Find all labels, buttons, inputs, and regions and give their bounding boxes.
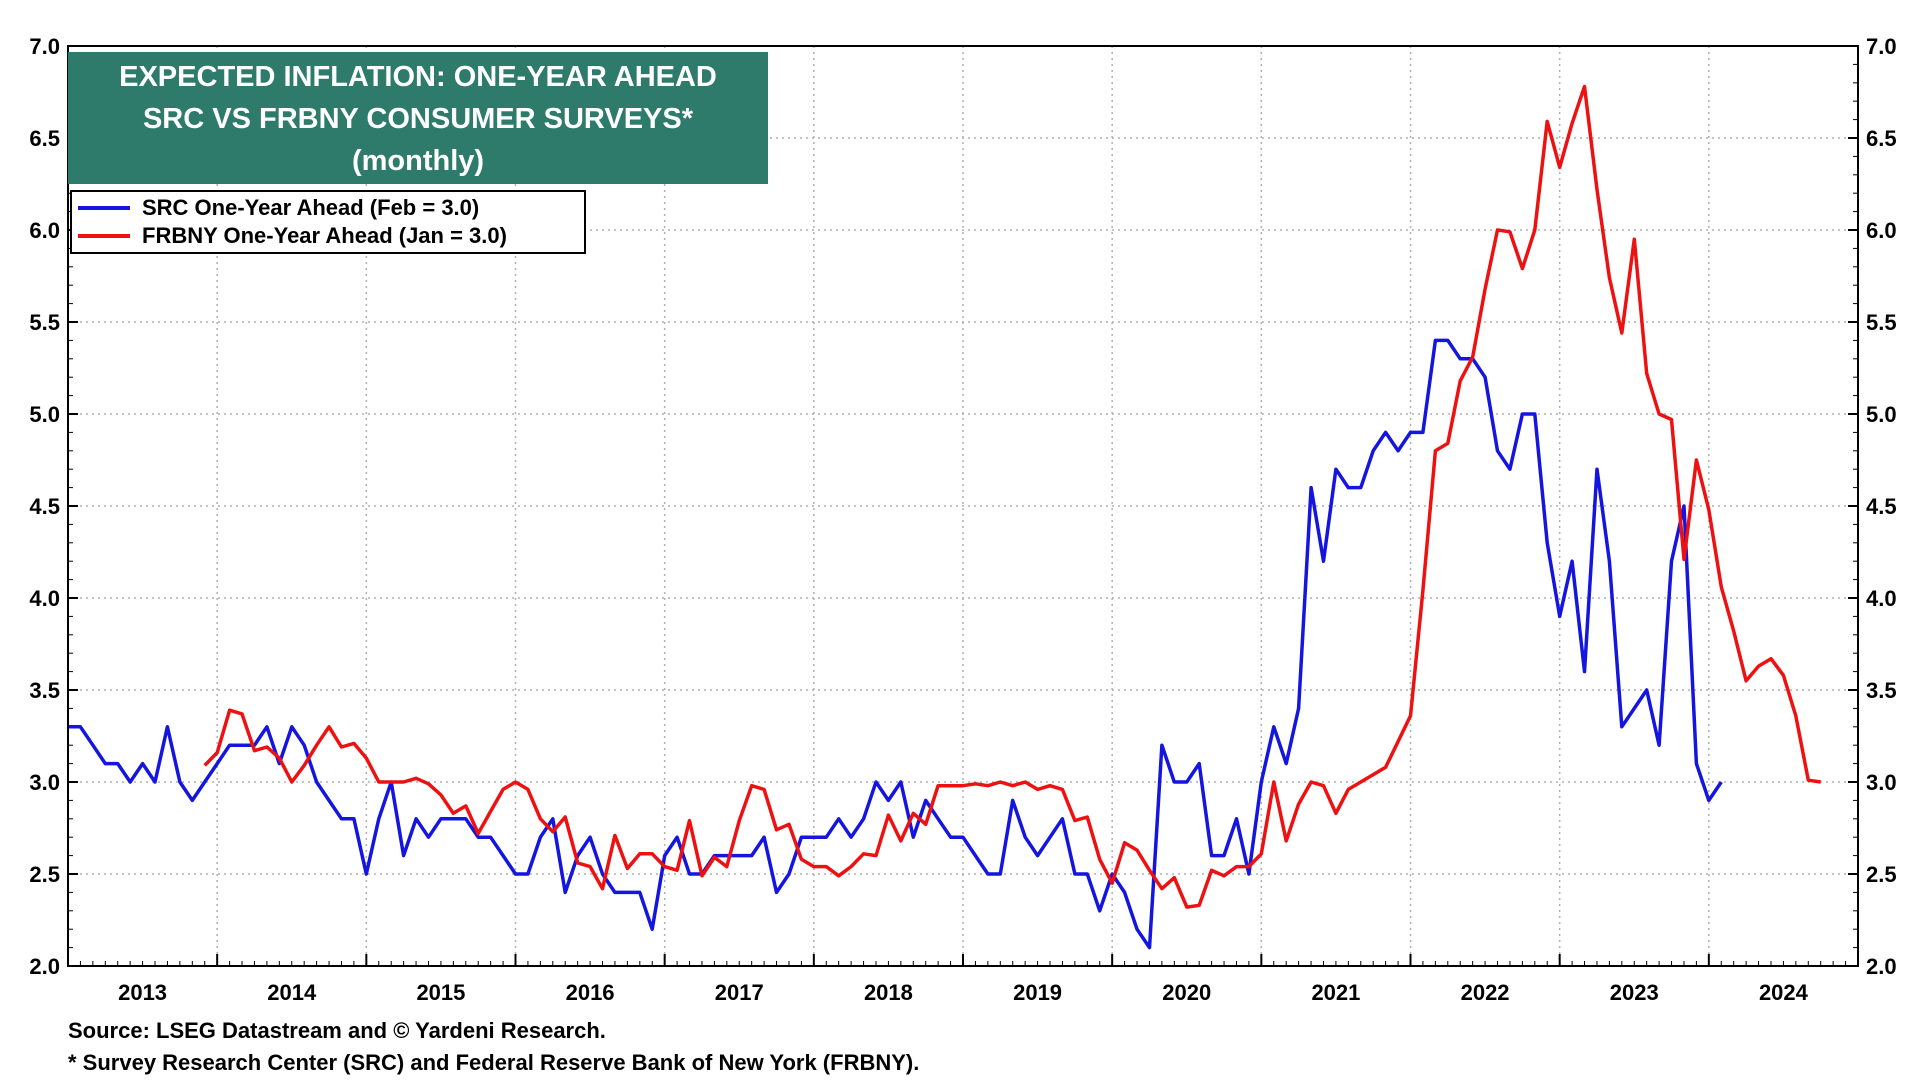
chart-title-line3: (monthly) xyxy=(351,145,485,177)
chart-title-box: EXPECTED INFLATION: ONE-YEAR AHEAD SRC V… xyxy=(68,52,768,184)
y-tick-label-right: 2.0 xyxy=(1866,954,1897,979)
y-tick-label-left: 7.0 xyxy=(29,34,60,59)
grid-lines xyxy=(68,46,1858,966)
legend-swatch-src xyxy=(78,206,130,210)
x-tick-label: 2023 xyxy=(1610,980,1659,1005)
x-tick-label: 2018 xyxy=(864,980,913,1005)
plot-frame xyxy=(67,45,1859,967)
chart-title-line1: EXPECTED INFLATION: ONE-YEAR AHEAD xyxy=(119,61,717,93)
x-tick-label: 2013 xyxy=(118,980,167,1005)
y-tick-label-right: 4.5 xyxy=(1866,494,1897,519)
y-tick-label-right: 3.5 xyxy=(1866,678,1897,703)
y-tick-label-left: 6.5 xyxy=(29,126,60,151)
y-tick-label-left: 3.0 xyxy=(29,770,60,795)
legend-swatch-frbny xyxy=(78,234,130,238)
y-tick-label-right: 5.0 xyxy=(1866,402,1897,427)
y-tick-label-left: 2.5 xyxy=(29,862,60,887)
src-series-line xyxy=(68,338,1723,950)
legend: SRC One-Year Ahead (Feb = 3.0) FRBNY One… xyxy=(70,190,586,254)
y-tick-label-left: 5.0 xyxy=(29,402,60,427)
x-tick-label: 2022 xyxy=(1461,980,1510,1005)
x-tick-label: 2014 xyxy=(267,980,317,1005)
y-tick-label-right: 5.5 xyxy=(1866,310,1897,335)
x-tick-label: 2024 xyxy=(1759,980,1809,1005)
x-tick-label: 2015 xyxy=(416,980,465,1005)
footer-source: Source: LSEG Datastream and © Yardeni Re… xyxy=(68,1018,606,1043)
x-tick-label: 2020 xyxy=(1162,980,1211,1005)
y-tick-label-right: 4.0 xyxy=(1866,586,1897,611)
legend-item-src: SRC One-Year Ahead (Feb = 3.0) xyxy=(78,194,479,222)
x-tick-label: 2021 xyxy=(1311,980,1360,1005)
frbny-series-line xyxy=(203,84,1821,909)
y-tick-label-right: 7.0 xyxy=(1866,34,1897,59)
series-lines xyxy=(68,84,1821,950)
y-tick-label-left: 2.0 xyxy=(29,954,60,979)
footer-note: * Survey Research Center (SRC) and Feder… xyxy=(68,1050,920,1075)
y-tick-label-right: 6.0 xyxy=(1866,218,1897,243)
x-tick-label: 2016 xyxy=(566,980,615,1005)
x-tick-label: 2019 xyxy=(1013,980,1062,1005)
x-tick-label: 2017 xyxy=(715,980,764,1005)
legend-label-frbny: FRBNY One-Year Ahead (Jan = 3.0) xyxy=(142,223,507,248)
legend-label-src: SRC One-Year Ahead (Feb = 3.0) xyxy=(142,195,480,220)
y-tick-label-left: 3.5 xyxy=(29,678,60,703)
y-tick-label-right: 2.5 xyxy=(1866,862,1897,887)
chart-title-line2: SRC VS FRBNY CONSUMER SURVEYS* xyxy=(142,103,694,135)
y-tick-label-left: 5.5 xyxy=(29,310,60,335)
y-tick-label-left: 4.5 xyxy=(29,494,60,519)
y-tick-label-right: 6.5 xyxy=(1866,126,1897,151)
y-tick-label-left: 6.0 xyxy=(29,218,60,243)
y-tick-label-right: 3.0 xyxy=(1866,770,1897,795)
y-tick-label-left: 4.0 xyxy=(29,586,60,611)
legend-item-frbny: FRBNY One-Year Ahead (Jan = 3.0) xyxy=(78,222,507,250)
